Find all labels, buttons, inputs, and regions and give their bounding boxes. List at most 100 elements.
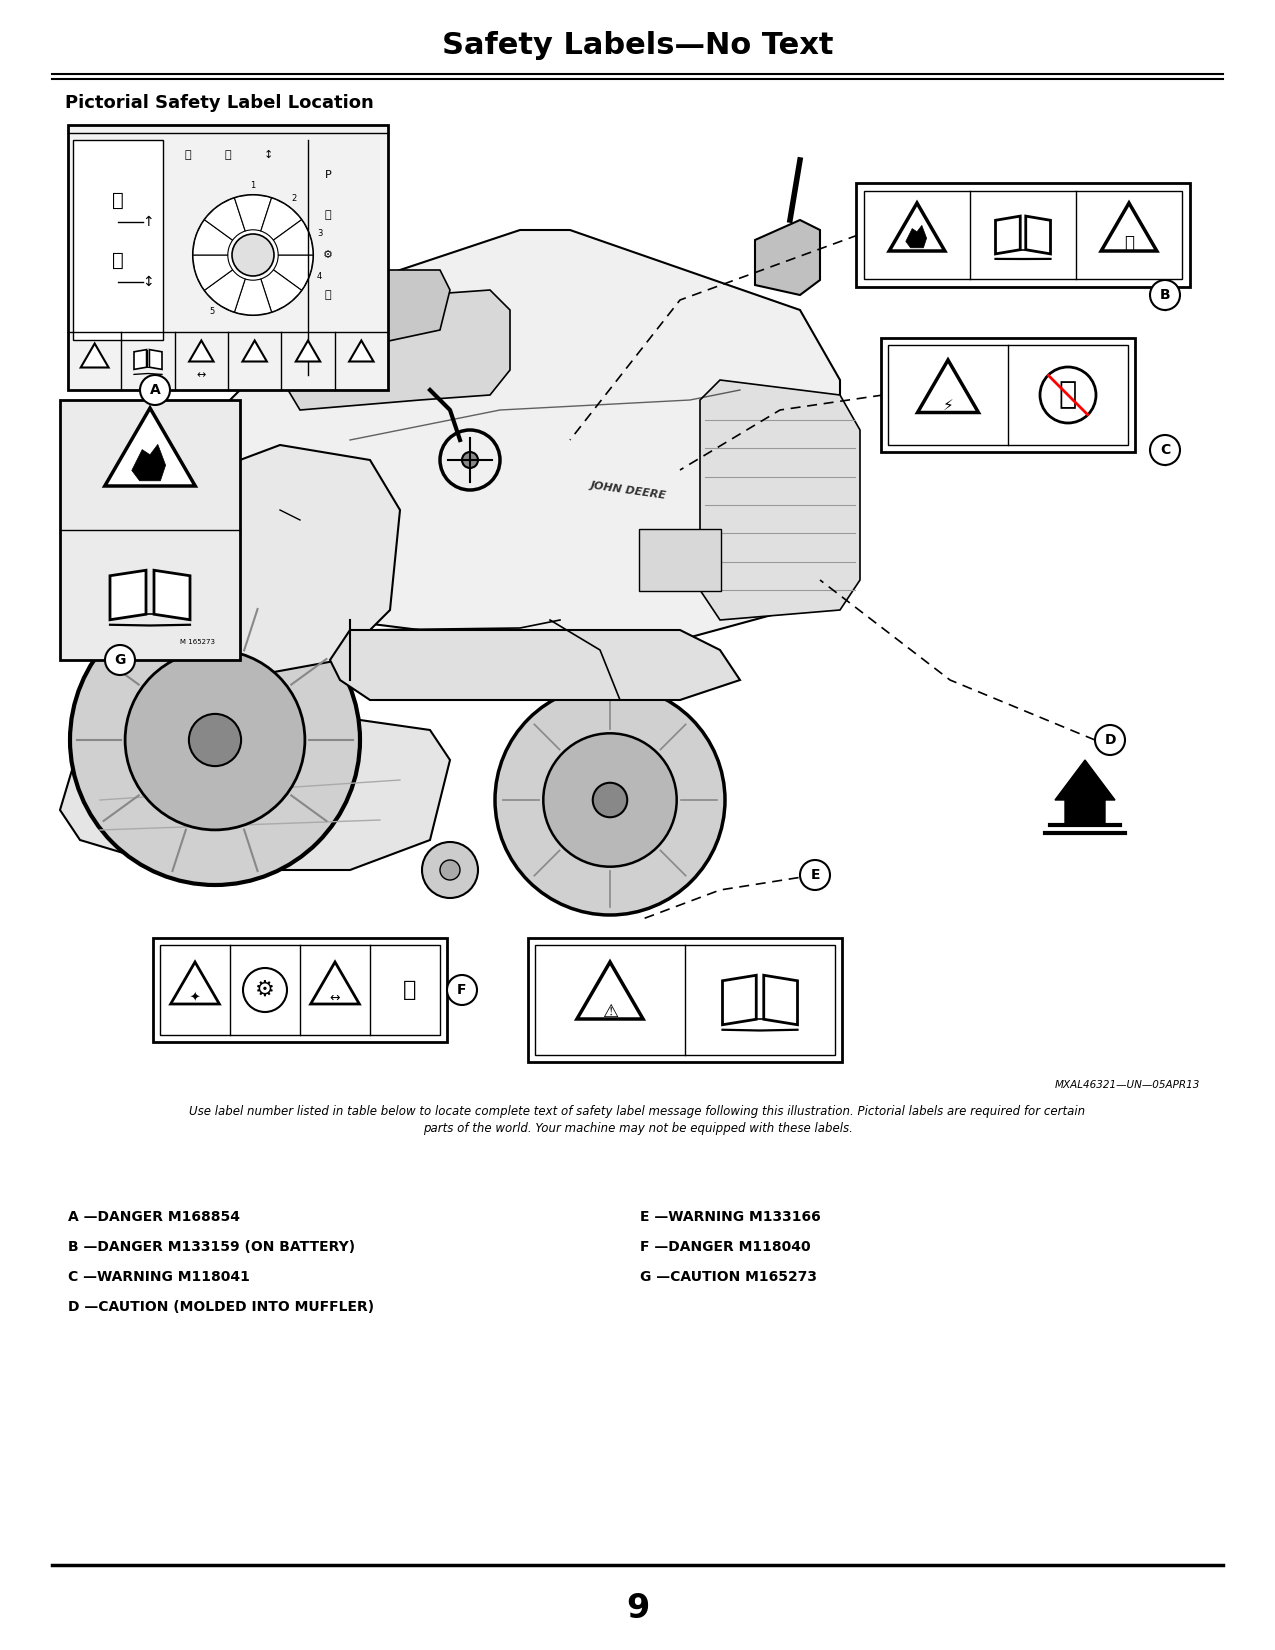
FancyBboxPatch shape <box>639 530 720 591</box>
Polygon shape <box>171 962 219 1003</box>
Circle shape <box>125 650 305 830</box>
Circle shape <box>593 782 627 817</box>
Polygon shape <box>889 203 945 251</box>
FancyBboxPatch shape <box>68 125 388 389</box>
Text: ↕: ↕ <box>264 150 273 160</box>
Wedge shape <box>204 271 245 312</box>
Polygon shape <box>349 340 374 361</box>
Wedge shape <box>261 271 302 312</box>
Text: C —WARNING M118041: C —WARNING M118041 <box>68 1270 250 1284</box>
Polygon shape <box>134 350 147 370</box>
Wedge shape <box>235 195 272 231</box>
Polygon shape <box>154 571 190 620</box>
FancyBboxPatch shape <box>864 191 1182 279</box>
Text: Pictorial Safety Label Location: Pictorial Safety Label Location <box>65 94 374 112</box>
Circle shape <box>193 195 312 315</box>
Polygon shape <box>60 719 450 870</box>
Text: F: F <box>458 983 467 997</box>
Wedge shape <box>273 219 312 256</box>
Polygon shape <box>189 340 213 361</box>
Text: 🔒: 🔒 <box>325 210 332 219</box>
Circle shape <box>105 645 135 675</box>
Circle shape <box>70 596 360 884</box>
Text: F —DANGER M118040: F —DANGER M118040 <box>640 1241 811 1254</box>
Text: D: D <box>1104 733 1116 747</box>
FancyBboxPatch shape <box>528 937 842 1063</box>
Polygon shape <box>905 226 927 248</box>
Text: 2: 2 <box>292 193 297 203</box>
Circle shape <box>448 975 477 1005</box>
Text: 5: 5 <box>209 307 214 317</box>
Polygon shape <box>80 343 108 368</box>
FancyBboxPatch shape <box>881 338 1135 452</box>
Text: 📖: 📖 <box>224 150 231 160</box>
Text: 👤: 👤 <box>403 980 417 1000</box>
Wedge shape <box>204 198 245 241</box>
Polygon shape <box>110 446 400 680</box>
Text: B —DANGER M133159 (ON BATTERY): B —DANGER M133159 (ON BATTERY) <box>68 1241 356 1254</box>
Circle shape <box>495 685 725 916</box>
Text: E —WARNING M133166: E —WARNING M133166 <box>640 1209 821 1224</box>
Text: G: G <box>115 653 126 667</box>
Circle shape <box>1095 724 1125 756</box>
Wedge shape <box>193 256 232 290</box>
Text: ⚙: ⚙ <box>255 980 275 1000</box>
Polygon shape <box>105 408 195 487</box>
Text: ✦: ✦ <box>190 992 200 1005</box>
Polygon shape <box>270 290 510 409</box>
Text: MXAL46321—UN—05APR13: MXAL46321—UN—05APR13 <box>1054 1081 1200 1091</box>
Polygon shape <box>296 340 320 361</box>
Text: 🔋: 🔋 <box>1058 381 1077 409</box>
Text: Use label number listed in table below to locate complete text of safety label m: Use label number listed in table below t… <box>190 1106 1085 1135</box>
FancyBboxPatch shape <box>60 399 240 660</box>
Polygon shape <box>700 380 861 620</box>
FancyBboxPatch shape <box>856 183 1190 287</box>
Circle shape <box>422 842 478 898</box>
Text: ⚠: ⚠ <box>602 1003 618 1021</box>
Text: D —CAUTION (MOLDED INTO MUFFLER): D —CAUTION (MOLDED INTO MUFFLER) <box>68 1300 374 1313</box>
Text: ↑: ↑ <box>143 214 154 229</box>
Polygon shape <box>723 975 756 1025</box>
Text: M 165273: M 165273 <box>180 639 215 645</box>
Wedge shape <box>273 256 312 290</box>
Wedge shape <box>193 219 232 256</box>
Polygon shape <box>330 630 740 700</box>
Text: 9: 9 <box>626 1592 649 1625</box>
Text: Safety Labels—No Text: Safety Labels—No Text <box>441 30 834 59</box>
Circle shape <box>232 234 274 276</box>
Text: 🧑: 🧑 <box>112 190 124 210</box>
Text: C: C <box>1160 442 1170 457</box>
Text: B: B <box>1160 289 1170 302</box>
Circle shape <box>462 452 478 469</box>
Text: A —DANGER M168854: A —DANGER M168854 <box>68 1209 240 1224</box>
Polygon shape <box>1102 203 1156 251</box>
FancyBboxPatch shape <box>73 140 163 340</box>
Polygon shape <box>755 219 820 295</box>
Text: 3: 3 <box>317 229 323 238</box>
Circle shape <box>440 860 460 879</box>
Text: A: A <box>149 383 161 398</box>
Polygon shape <box>918 360 978 412</box>
Text: 4: 4 <box>317 272 323 280</box>
Circle shape <box>140 375 170 404</box>
Polygon shape <box>1026 216 1051 254</box>
Text: ↔: ↔ <box>330 992 340 1005</box>
Polygon shape <box>1054 761 1116 825</box>
Text: ⚙: ⚙ <box>323 251 333 261</box>
Wedge shape <box>235 279 272 315</box>
FancyBboxPatch shape <box>159 945 440 1035</box>
Polygon shape <box>996 216 1020 254</box>
Circle shape <box>1150 436 1179 465</box>
Text: ↔: ↔ <box>196 371 207 381</box>
Text: 1: 1 <box>250 180 255 190</box>
Polygon shape <box>131 444 166 480</box>
Text: E: E <box>810 868 820 883</box>
Circle shape <box>189 714 241 766</box>
Polygon shape <box>110 571 147 620</box>
Polygon shape <box>200 229 840 640</box>
Text: 🚜: 🚜 <box>185 150 191 160</box>
Circle shape <box>543 733 677 866</box>
Text: ✋: ✋ <box>1125 234 1133 252</box>
Text: 🧑: 🧑 <box>112 251 124 269</box>
Polygon shape <box>764 975 797 1025</box>
